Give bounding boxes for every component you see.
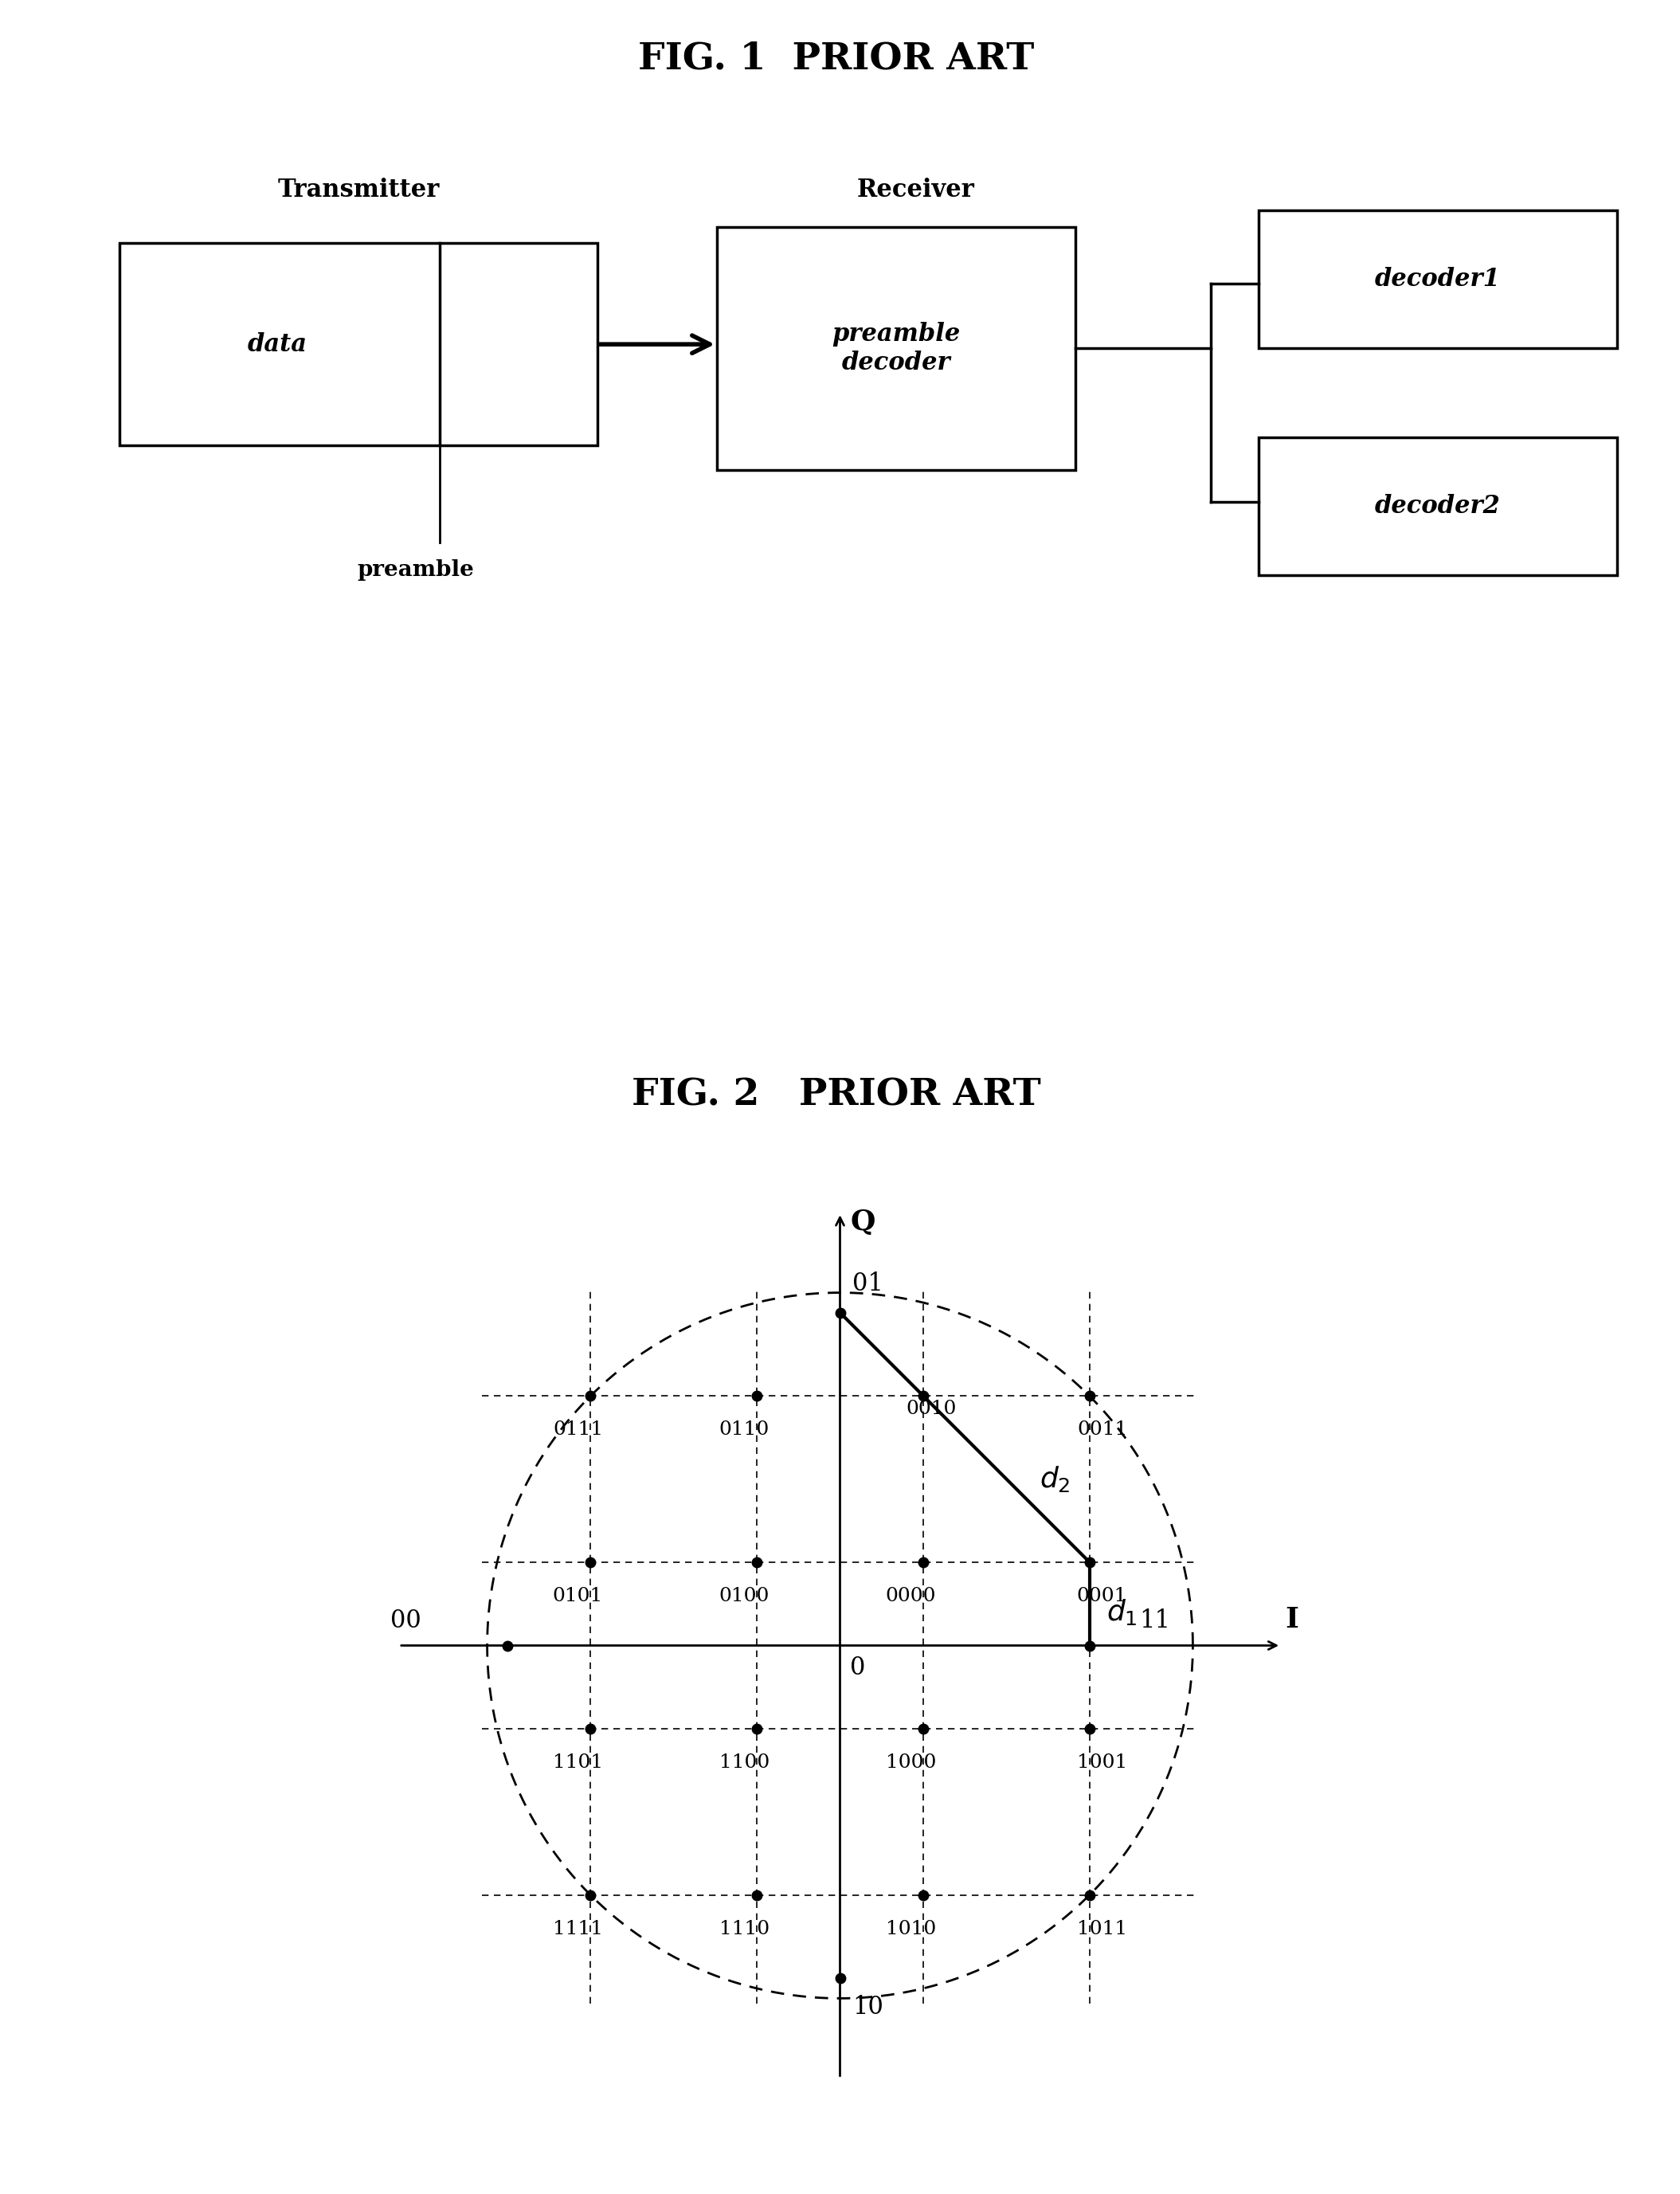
Text: 0: 0 bbox=[850, 1656, 865, 1681]
Text: I: I bbox=[1285, 1606, 1299, 1632]
Text: 0010: 0010 bbox=[906, 1400, 958, 1417]
Text: 0000: 0000 bbox=[885, 1586, 936, 1606]
Text: 1101: 1101 bbox=[553, 1753, 603, 1773]
Text: 11: 11 bbox=[1139, 1608, 1171, 1632]
Text: 0110: 0110 bbox=[719, 1422, 769, 1439]
Text: Receiver: Receiver bbox=[857, 178, 974, 202]
Bar bbox=[119, 244, 598, 445]
Text: data: data bbox=[247, 331, 307, 358]
Text: 0100: 0100 bbox=[719, 1586, 769, 1606]
Text: Transmitter: Transmitter bbox=[277, 178, 440, 202]
Text: 1111: 1111 bbox=[553, 1920, 603, 1939]
Text: 1100: 1100 bbox=[719, 1753, 769, 1773]
Text: 10: 10 bbox=[852, 1994, 884, 2021]
Text: decoder2: decoder2 bbox=[1374, 494, 1500, 518]
Text: 1011: 1011 bbox=[1077, 1920, 1127, 1939]
Text: FIG. 2   PRIOR ART: FIG. 2 PRIOR ART bbox=[632, 1077, 1042, 1115]
Text: 1000: 1000 bbox=[885, 1753, 936, 1773]
Text: 0111: 0111 bbox=[553, 1422, 603, 1439]
Text: 0011: 0011 bbox=[1077, 1422, 1127, 1439]
Bar bbox=[717, 226, 1075, 470]
Text: preamble: preamble bbox=[358, 559, 474, 581]
Bar bbox=[1258, 437, 1618, 575]
Bar bbox=[1258, 211, 1618, 349]
Text: 0101: 0101 bbox=[553, 1586, 603, 1606]
Text: 0001: 0001 bbox=[1077, 1586, 1127, 1606]
Text: decoder1: decoder1 bbox=[1374, 268, 1500, 292]
Text: FIG. 1  PRIOR ART: FIG. 1 PRIOR ART bbox=[638, 39, 1035, 77]
Text: Q: Q bbox=[850, 1209, 875, 1235]
Text: $d_2$: $d_2$ bbox=[1040, 1463, 1070, 1494]
Text: 00: 00 bbox=[391, 1608, 422, 1632]
Text: preamble
decoder: preamble decoder bbox=[832, 323, 961, 375]
Text: 1110: 1110 bbox=[719, 1920, 769, 1939]
Text: 1001: 1001 bbox=[1077, 1753, 1127, 1773]
Text: 1010: 1010 bbox=[885, 1920, 936, 1939]
Text: 01: 01 bbox=[852, 1270, 884, 1297]
Text: $d_1$: $d_1$ bbox=[1107, 1597, 1137, 1628]
